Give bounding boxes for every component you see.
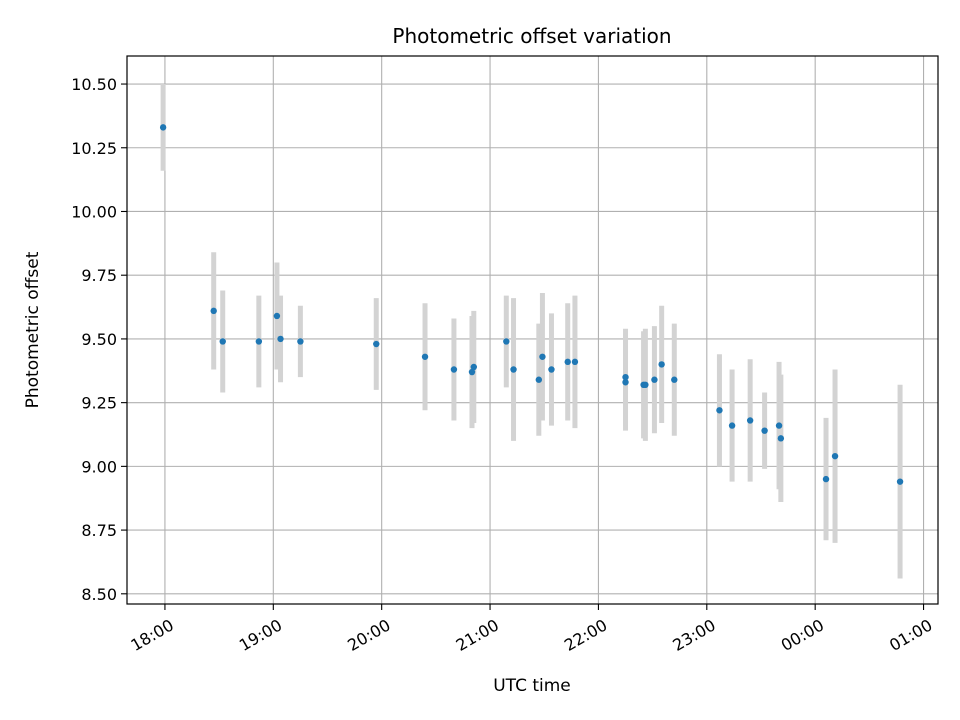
data-point [548, 366, 555, 373]
data-point [210, 307, 217, 315]
data-point [219, 338, 226, 345]
data-point [716, 407, 723, 414]
y-tick-label: 10.50 [71, 75, 117, 94]
data-point [775, 422, 783, 429]
data-point [277, 335, 284, 343]
x-tick-label: 22:00 [561, 615, 610, 655]
data-point [539, 353, 546, 360]
data-point [642, 381, 649, 388]
plot-frame [126, 55, 939, 605]
x-axis-ticks: 18:00 19:00 20:00 21:00 22:00 23:00 00:00 01:00 [127, 604, 936, 655]
x-axis-title: UTC time [493, 676, 571, 696]
x-tick-label: 18:00 [127, 615, 176, 655]
data-point [728, 422, 736, 429]
data-point [297, 338, 304, 345]
y-tick-label: 10.25 [71, 139, 117, 158]
data-point [831, 452, 839, 460]
data-point [777, 435, 785, 442]
data-points [159, 124, 904, 485]
y-tick-label: 9.50 [81, 330, 117, 349]
x-tick-label: 23:00 [669, 615, 718, 655]
x-tick-label: 21:00 [453, 615, 502, 655]
y-tick-label: 9.75 [81, 266, 117, 285]
data-point [373, 340, 380, 348]
data-point [896, 478, 904, 485]
x-tick-label: 19:00 [236, 615, 285, 655]
data-point [510, 366, 517, 373]
data-point [159, 124, 167, 131]
chart-title: Photometric offset variation [392, 24, 671, 48]
data-point [658, 361, 665, 368]
data-point [535, 376, 543, 383]
y-tick-label: 9.00 [81, 457, 117, 476]
x-tick-label: 20:00 [344, 615, 393, 655]
data-point [273, 312, 281, 320]
data-point [746, 417, 754, 424]
data-point [822, 475, 830, 483]
x-tick-label: 01:00 [886, 615, 935, 655]
y-tick-label: 8.50 [81, 585, 117, 604]
data-point [761, 427, 768, 434]
data-point [622, 373, 629, 381]
y-tick-label: 9.25 [81, 394, 117, 413]
data-point [450, 366, 458, 373]
data-point [564, 358, 571, 366]
data-point [421, 353, 429, 360]
y-axis-title: Photometric offset [23, 251, 43, 408]
data-point [622, 379, 629, 386]
y-axis-ticks: 8.50 8.75 9.00 9.25 9.50 9.75 10.00 10.25 10.50 [71, 75, 127, 604]
y-tick-label: 8.75 [81, 521, 117, 540]
x-tick-label: 00:00 [778, 615, 827, 655]
data-point [255, 338, 263, 345]
data-point [651, 376, 658, 383]
data-point [468, 368, 476, 376]
grid-lines [127, 56, 938, 604]
data-point [503, 338, 510, 345]
data-point [671, 376, 678, 383]
data-point [470, 363, 477, 371]
data-point [571, 358, 579, 366]
y-tick-label: 10.00 [71, 202, 117, 221]
